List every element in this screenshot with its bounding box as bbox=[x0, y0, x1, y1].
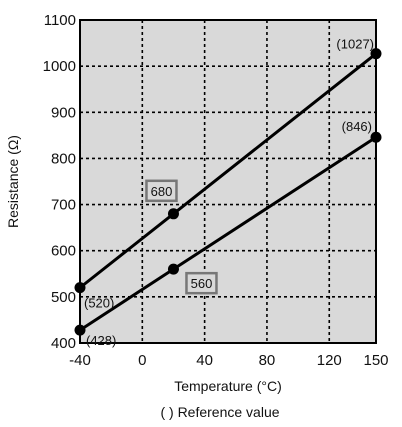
x-tick-label: 80 bbox=[259, 352, 276, 369]
data-label: (428) bbox=[86, 333, 116, 348]
y-tick-labels: 400 500 600 700 800 900 1000 1100 bbox=[43, 12, 76, 352]
y-tick-label: 500 bbox=[51, 289, 76, 306]
x-tick-label: 150 bbox=[363, 352, 388, 369]
data-point bbox=[370, 48, 382, 60]
y-tick-label: 1000 bbox=[43, 58, 76, 75]
data-point bbox=[74, 324, 86, 336]
point-labels: (520) 680 (1027) (428) 560 (846) bbox=[84, 37, 374, 348]
y-tick-label: 600 bbox=[51, 243, 76, 260]
data-point bbox=[370, 131, 382, 143]
x-tick-label: -40 bbox=[69, 352, 91, 369]
data-label: (520) bbox=[84, 296, 114, 311]
y-axis-title: Resistance (Ω) bbox=[5, 135, 21, 228]
grid-lines bbox=[80, 20, 376, 343]
plot-area bbox=[80, 20, 376, 343]
x-axis-title: Temperature (°C) bbox=[174, 378, 282, 394]
data-label: 560 bbox=[191, 276, 213, 291]
reference-note: ( ) Reference value bbox=[160, 404, 279, 420]
value-label-box bbox=[145, 179, 178, 203]
data-point bbox=[167, 263, 179, 275]
data-point bbox=[167, 208, 179, 220]
value-label-box bbox=[185, 271, 218, 295]
y-tick-label: 800 bbox=[51, 150, 76, 167]
y-tick-label: 700 bbox=[51, 197, 76, 214]
y-tick-label: 1100 bbox=[44, 12, 76, 29]
x-tick-label: 40 bbox=[196, 352, 213, 369]
y-tick-label: 900 bbox=[51, 104, 76, 121]
x-tick-labels: -40 0 40 80 120 150 bbox=[69, 352, 388, 369]
series-layer bbox=[74, 48, 382, 336]
data-label: 680 bbox=[151, 184, 173, 199]
data-label: (846) bbox=[342, 119, 372, 134]
data-point bbox=[74, 282, 86, 294]
x-tick-label: 0 bbox=[138, 352, 146, 369]
x-tick-label: 120 bbox=[317, 352, 342, 369]
data-label: (1027) bbox=[336, 37, 374, 52]
plot-frame bbox=[79, 19, 377, 344]
y-tick-label: 400 bbox=[51, 335, 76, 352]
